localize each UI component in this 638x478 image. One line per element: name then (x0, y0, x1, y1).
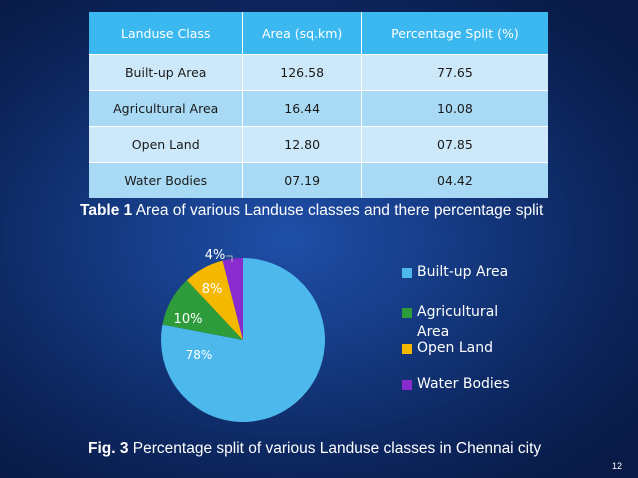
legend-swatch (402, 268, 412, 278)
table-cell: Water Bodies (89, 162, 244, 198)
table-cell: Open Land (89, 126, 244, 163)
table-cell: 07.85 (361, 126, 548, 163)
pie-slice (162, 280, 243, 340)
table-row: Water Bodies 07.19 04.42 (89, 162, 548, 198)
table-cell: Built-up Area (89, 54, 244, 91)
table-cell: 16.44 (242, 90, 362, 127)
legend-item: Built-up Area (402, 264, 508, 280)
table-cell: 04.42 (361, 162, 548, 198)
figure-caption-label: Fig. 3 (88, 440, 129, 457)
legend-item: Open Land (402, 340, 493, 356)
table-cell: Agricultural Area (89, 90, 244, 127)
table-caption-text: Area of various Landuse classes and ther… (132, 202, 544, 219)
legend-swatch (402, 380, 412, 390)
legend-label: Built-up Area (417, 264, 509, 280)
table-cell: 10.08 (361, 90, 548, 127)
table-cell: 12.80 (242, 126, 362, 163)
legend-swatch (402, 344, 412, 354)
table-header: Area (sq.km) (242, 12, 362, 55)
leader-line (226, 255, 233, 262)
legend-label: Open Land (417, 340, 493, 356)
table-cell: 126.58 (242, 54, 362, 91)
table-row: Agricultural Area 16.44 10.08 (89, 90, 548, 127)
table-caption-label: Table 1 (80, 202, 133, 219)
table-cell: 77.65 (361, 54, 548, 91)
landuse-table: Landuse Class Area (sq.km) Percentage Sp… (89, 12, 548, 198)
legend-swatch (402, 308, 412, 318)
page-number: 12 (611, 461, 622, 471)
legend-label: Agricultural Area (417, 304, 499, 340)
table-row: Open Land 12.80 07.85 (89, 126, 548, 163)
legend-label: Water Bodies (417, 376, 510, 392)
table-caption: Table 1 Area of various Landuse classes … (80, 202, 543, 220)
legend-item: Agricultural Area (402, 304, 499, 342)
data-label: 78% (186, 348, 213, 362)
table-row: Built-up Area 126.58 77.65 (89, 54, 548, 91)
data-label: 4% (205, 248, 226, 263)
data-label: 10% (174, 312, 203, 327)
legend-item: Water Bodies (402, 376, 510, 392)
data-label: 8% (202, 282, 223, 297)
pie-slice (186, 260, 243, 340)
table-cell: 07.19 (242, 162, 362, 198)
figure-caption-text: Percentage split of various Landuse clas… (128, 440, 542, 457)
pie-slice (222, 258, 243, 340)
table-header: Percentage Split (%) (361, 12, 548, 55)
pie-chart: 78% 10% 8% 4% (161, 248, 325, 422)
figure-caption: Fig. 3 Percentage split of various Landu… (88, 440, 541, 458)
table-header: Landuse Class (89, 12, 244, 55)
